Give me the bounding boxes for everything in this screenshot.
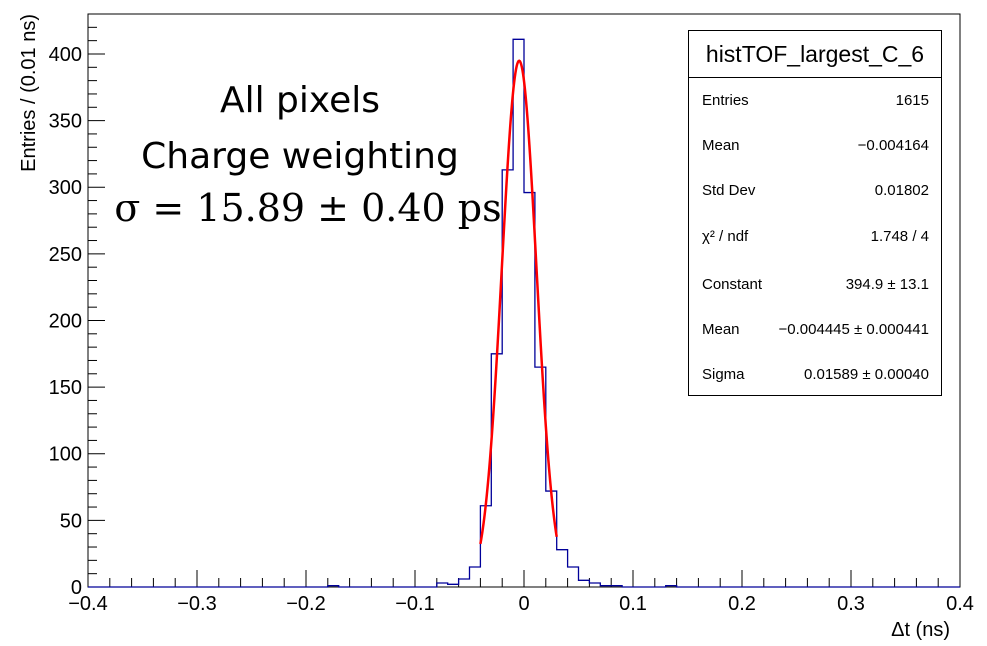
stat-key: Mean (702, 137, 740, 154)
x-tick-label: 0.3 (837, 593, 865, 615)
stat-key: Sigma (702, 366, 745, 383)
x-axis: −0.4 −0.3 −0.2 −0.1 0 0.1 0.2 0.3 0.4 (68, 570, 974, 615)
y-axis: 0 50 100 150 200 250 300 350 400 (49, 26, 105, 599)
stat-row-constant: Constant 394.9 ± 13.1 (702, 276, 929, 296)
stat-value: 0.01802 (874, 182, 929, 199)
y-tick-label: 300 (49, 177, 82, 199)
x-tick-label: 0.4 (946, 593, 974, 615)
stat-value: 0.01589 ± 0.00040 (803, 366, 929, 383)
stat-key: Std Dev (702, 182, 756, 199)
stat-value: 394.9 ± 13.1 (845, 276, 929, 293)
stat-key: χ² / ndf (702, 228, 749, 245)
y-tick-label: 400 (49, 44, 82, 66)
y-tick-label: 0 (71, 577, 82, 599)
stat-value: −0.004445 ± 0.000441 (778, 321, 929, 338)
x-tick-label: 0.2 (728, 593, 756, 615)
stat-row-mean: Mean −0.004164 (702, 137, 929, 157)
stat-row-entries: Entries 1615 (702, 92, 929, 112)
stat-row-chi2-ndf: χ² / ndf 1.748 / 4 (702, 228, 929, 248)
annotation-all-pixels: All pixels (219, 80, 381, 121)
stat-value: −0.004164 (857, 137, 929, 154)
histogram-line (88, 38, 960, 588)
y-tick-label: 50 (60, 510, 82, 532)
x-tick-label: −0.2 (286, 593, 325, 615)
x-tick-label: 0.1 (619, 593, 647, 615)
y-tick-label: 200 (49, 310, 82, 332)
y-tick-label: 150 (49, 377, 82, 399)
stat-key: Entries (702, 92, 749, 109)
stats-title: histTOF_largest_C_6 (689, 31, 941, 78)
y-axis-label: Entries / (0.01 ns) (18, 14, 40, 172)
gaussian-fit-curve (479, 59, 558, 545)
y-tick-label: 350 (49, 111, 82, 133)
x-tick-label: 0 (518, 593, 529, 615)
stats-box: histTOF_largest_C_6 Entries 1615 Mean −0… (688, 30, 942, 396)
annotation-charge-weighting: Charge weighting (141, 136, 459, 177)
stat-key: Mean (702, 321, 740, 338)
stat-row-std-dev: Std Dev 0.01802 (702, 182, 929, 202)
x-tick-label: −0.1 (395, 593, 434, 615)
x-tick-label: −0.4 (68, 593, 107, 615)
stat-row-sigma: Sigma 0.01589 ± 0.00040 (702, 366, 929, 386)
annotation-sigma: σ = 15.89 ± 0.40 ps (114, 186, 502, 230)
x-tick-label: −0.3 (177, 593, 216, 615)
y-tick-label: 100 (49, 444, 82, 466)
stat-value: 1615 (895, 92, 929, 109)
stat-value: 1.748 / 4 (870, 228, 929, 245)
x-axis-label: Δt (ns) (891, 619, 950, 641)
stat-row-fit-mean: Mean −0.004445 ± 0.000441 (702, 321, 929, 341)
stat-key: Constant (702, 276, 763, 293)
y-tick-label: 250 (49, 244, 82, 266)
